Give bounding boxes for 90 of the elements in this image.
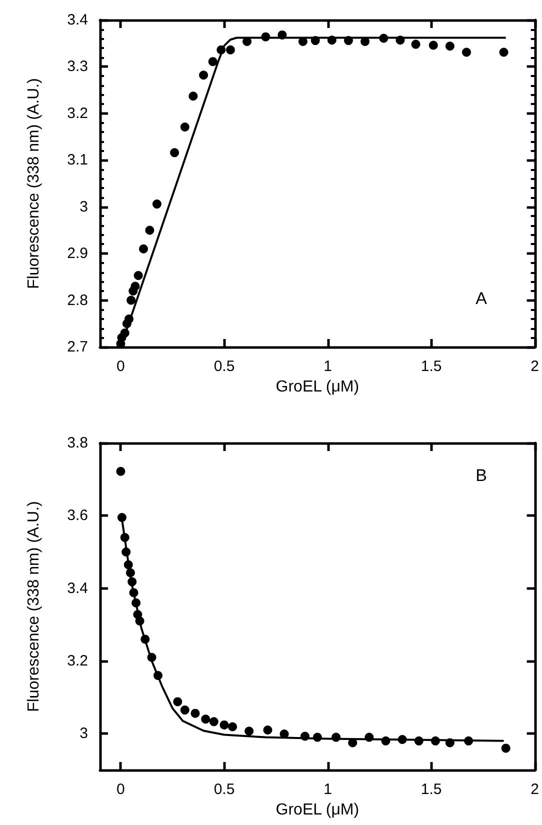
point	[153, 671, 162, 680]
point	[464, 736, 474, 746]
point	[263, 726, 272, 735]
y-tick-label: 3.4	[67, 12, 88, 28]
point	[381, 736, 390, 746]
point	[170, 148, 180, 158]
point	[117, 512, 126, 522]
point	[180, 122, 190, 132]
point	[180, 706, 190, 715]
point	[152, 200, 162, 209]
annotation: B	[476, 466, 488, 485]
point	[327, 36, 336, 45]
point	[124, 560, 133, 570]
point	[244, 726, 254, 736]
point	[430, 736, 440, 746]
y-tick-label: 3.2	[67, 652, 88, 670]
point	[199, 70, 208, 80]
point	[414, 736, 424, 746]
y-tick-label: 2.7	[67, 338, 88, 356]
point	[445, 42, 454, 51]
annotation: A	[476, 289, 488, 308]
point	[228, 722, 238, 732]
point	[173, 697, 182, 706]
point	[140, 634, 150, 644]
y-tick-label: 2.8	[67, 292, 88, 309]
point	[188, 92, 198, 101]
point	[220, 720, 229, 730]
y-axis-title: Fluorescence (338 nm) (A.U.)	[26, 501, 42, 712]
y-tick-label: 3.4	[67, 580, 88, 597]
point	[312, 732, 322, 742]
point	[208, 57, 218, 66]
x-tick-label: 1.5	[420, 781, 442, 798]
point	[226, 45, 235, 54]
x-tick-label: 2	[530, 358, 539, 375]
point	[396, 36, 405, 45]
point	[300, 732, 310, 741]
point	[261, 32, 270, 42]
point	[445, 738, 454, 748]
y-tick-label: 3	[80, 725, 88, 742]
y-tick-label: 3.6	[67, 507, 88, 524]
x-tick-label: 1	[324, 781, 332, 798]
y-axis-title: Fluorescence (338 nm) (A.U.)	[26, 78, 42, 289]
point	[278, 30, 287, 40]
x-tick-label: 1	[324, 358, 332, 375]
point	[428, 40, 438, 50]
point	[147, 652, 156, 662]
point	[138, 244, 148, 254]
point	[124, 314, 134, 324]
point	[364, 732, 374, 742]
point	[501, 744, 510, 753]
y-tick-label: 2.9	[67, 245, 88, 262]
x-axis-title: GroEL (μM)	[276, 801, 360, 818]
y-tick-label: 3.8	[67, 434, 88, 452]
point	[379, 34, 388, 43]
point	[332, 732, 341, 742]
x-axis-title: GroEL (μM)	[276, 378, 360, 396]
point	[348, 738, 358, 748]
y-tick-label: 3.3	[67, 58, 88, 76]
x-tick-label: 0	[116, 781, 125, 798]
x-tick-label: 0.5	[214, 358, 235, 375]
point	[120, 532, 130, 542]
point	[135, 616, 144, 626]
point	[462, 48, 471, 57]
point	[398, 734, 407, 744]
point	[344, 36, 353, 46]
point	[134, 271, 143, 280]
point	[122, 548, 131, 556]
point	[132, 598, 141, 608]
point	[126, 568, 135, 578]
y-tick-label: 3.2	[67, 104, 88, 122]
x-tick-label: 1.5	[420, 358, 442, 375]
point	[190, 708, 200, 718]
point	[310, 36, 320, 46]
point	[126, 296, 136, 305]
point	[201, 714, 210, 724]
point	[145, 226, 154, 235]
y-tick-label: 3.1	[67, 152, 88, 169]
point	[499, 48, 508, 57]
point	[120, 328, 130, 338]
x-tick-label: 0.5	[214, 781, 235, 798]
point	[411, 40, 420, 49]
x-tick-label: 0	[116, 358, 125, 375]
point	[116, 466, 126, 476]
point	[216, 45, 226, 54]
point	[209, 717, 218, 726]
y-tick-label: 3	[80, 198, 88, 216]
x-tick-label: 2	[530, 781, 539, 798]
point	[129, 588, 138, 598]
point	[128, 577, 137, 586]
point	[130, 282, 140, 291]
